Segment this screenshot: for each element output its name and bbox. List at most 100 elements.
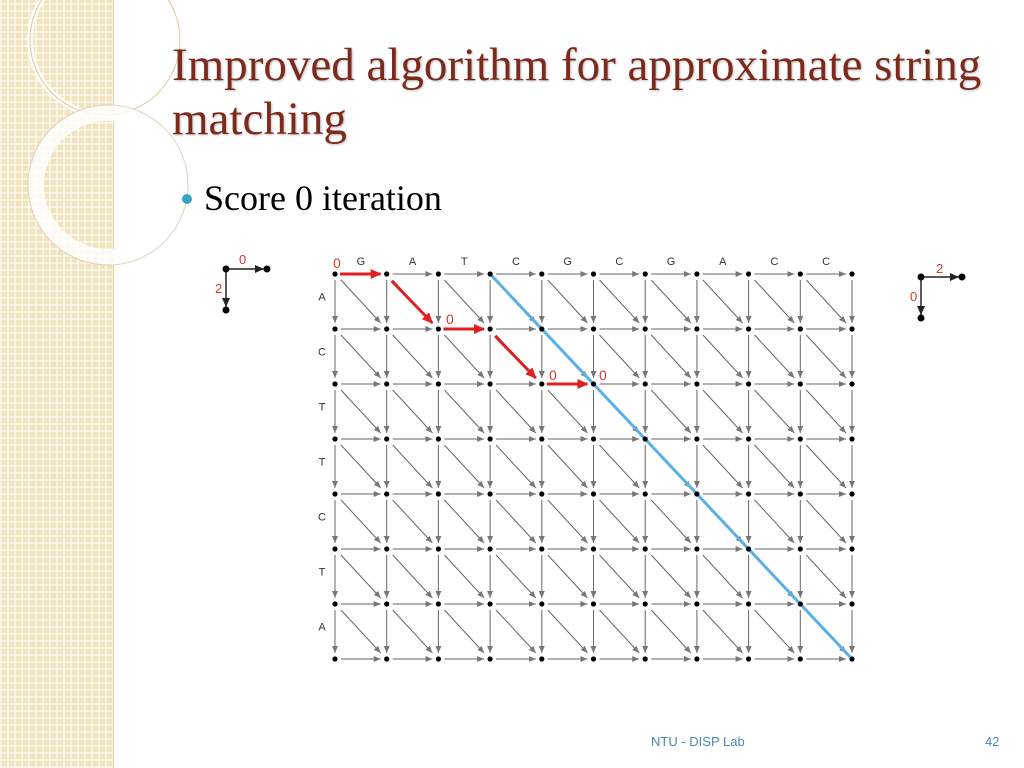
grid-node <box>384 491 390 497</box>
grid-node <box>487 656 493 662</box>
grid-node <box>849 546 855 552</box>
grid-node <box>746 491 752 497</box>
origin-score-label: 0 <box>333 255 341 271</box>
grid-node <box>746 436 752 442</box>
top-sequence-letter: G <box>357 256 366 268</box>
diagonal-edge <box>650 554 692 599</box>
right-cost-legend: 2 0 <box>910 261 966 322</box>
diagonal-edge <box>702 554 743 599</box>
diagonal-edge <box>392 334 433 379</box>
grid-node <box>435 656 441 662</box>
main-diagonal-line <box>489 272 854 661</box>
diagonal-edge <box>340 499 382 544</box>
grid-node <box>694 381 700 387</box>
diagonal-edge <box>495 554 537 599</box>
side-sequence-letter: T <box>319 567 326 579</box>
path-arrow <box>494 334 537 380</box>
grid-node <box>487 271 493 277</box>
side-sequence-letter: A <box>318 292 326 304</box>
top-sequence-letter: C <box>615 256 623 268</box>
diagonal-edge <box>495 444 537 489</box>
diagonal-edge <box>444 499 485 544</box>
grid-node <box>797 326 803 332</box>
grid-node <box>694 271 700 277</box>
diagonal-edge <box>702 279 743 324</box>
grid-node <box>797 546 803 552</box>
grid-node <box>539 381 545 387</box>
slide-title: Improved algorithm for approximate strin… <box>172 39 982 145</box>
grid-node <box>694 601 700 607</box>
grid-node <box>797 381 803 387</box>
grid-node <box>694 436 700 442</box>
grid-node <box>590 271 597 277</box>
grid-node <box>590 326 597 332</box>
left-vertical-cost-label: 2 <box>215 281 222 296</box>
diagonal-edge <box>495 609 537 654</box>
top-sequence-letter: G <box>667 256 676 268</box>
grid-node <box>435 271 441 277</box>
grid-node <box>332 656 338 662</box>
diagonal-edge <box>340 554 382 599</box>
grid-node <box>487 326 493 332</box>
diagonal-edge <box>805 444 847 489</box>
diagonal-edge <box>599 554 640 599</box>
diagonal-edge <box>547 499 588 544</box>
diagonal-edge <box>392 499 433 544</box>
grid-node <box>435 326 441 332</box>
diagonal-edge <box>444 609 485 654</box>
diagonal-edge <box>650 609 692 654</box>
right-horizontal-cost-label: 2 <box>936 261 943 276</box>
grid-node <box>384 601 390 607</box>
grid-node <box>539 436 545 442</box>
diagonal-edge <box>444 279 485 324</box>
path-score-label: 0 <box>599 367 607 383</box>
diagonal-edge <box>444 444 485 489</box>
top-sequence-letter: A <box>719 256 727 268</box>
grid-node <box>642 271 648 277</box>
grid-node <box>746 546 752 552</box>
top-sequence-letter: T <box>461 256 468 268</box>
grid-node <box>539 491 545 497</box>
page-number: 42 <box>985 734 1000 749</box>
diagonal-edge <box>392 609 433 654</box>
grid-node <box>487 436 493 442</box>
diagonal-edge <box>754 334 795 379</box>
side-sequence-letter: C <box>318 347 326 359</box>
grid-node <box>642 326 648 332</box>
grid-node <box>849 491 855 497</box>
grid-node <box>539 271 545 277</box>
grid-node <box>384 546 390 552</box>
grid-node <box>487 546 493 552</box>
grid-node <box>849 271 855 277</box>
diagonal-edge <box>805 389 847 434</box>
grid-node <box>435 546 441 552</box>
grid-node <box>435 381 441 387</box>
grid-node <box>746 656 752 662</box>
top-sequence-letter: G <box>563 256 572 268</box>
diagonal-edge <box>547 609 588 654</box>
grid-node <box>539 546 545 552</box>
path-arrow <box>390 279 434 325</box>
grid-node <box>384 326 390 332</box>
diagonal-edge <box>754 499 795 544</box>
diagonal-edge <box>599 279 640 324</box>
diagonal-edge <box>754 389 795 434</box>
diagonal-edge <box>754 279 795 324</box>
grid-node <box>435 491 441 497</box>
bullet-item: Score 0 iteration <box>182 176 442 220</box>
grid-node <box>642 491 648 497</box>
grid-node <box>539 326 545 332</box>
grid-node <box>642 656 648 662</box>
grid-node <box>332 326 338 332</box>
grid-edges <box>332 271 855 662</box>
grid-node <box>384 656 390 662</box>
grid-node <box>435 436 441 442</box>
diagonal-edge <box>392 554 433 599</box>
grid-node <box>694 326 700 332</box>
top-sequence-letter: C <box>822 256 830 268</box>
grid-node <box>797 271 803 277</box>
grid-node <box>384 436 390 442</box>
grid-node <box>642 436 648 442</box>
grid-node <box>487 381 493 387</box>
grid-nodes <box>332 271 855 662</box>
